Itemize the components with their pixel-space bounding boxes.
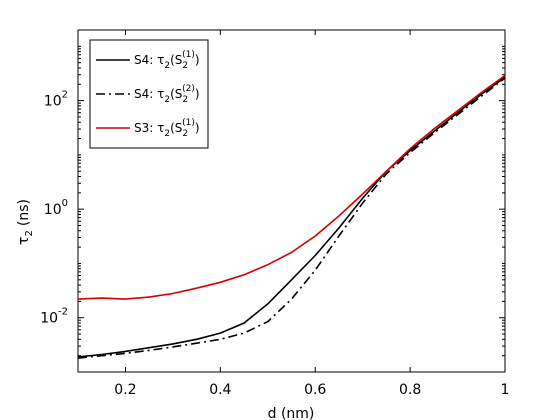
legend-entry: S3: τ2(S2(1)) <box>134 118 200 139</box>
svg-text:τ2(ns): τ2 (ns) <box>16 199 35 245</box>
y-tick-labels: 10-2 100 102 <box>40 90 68 327</box>
y-axis-label-symbol: τ <box>16 237 32 245</box>
x-tick-label: 0.4 <box>209 382 231 398</box>
legend: S4: τ2(S2(1)) S4: τ2(S2(2)) S3: τ2(S2(1)) <box>89 39 209 149</box>
y-tick-label: 10-2 <box>40 307 68 327</box>
legend-entry: S4: τ2(S2(1)) <box>134 50 200 71</box>
series-line-2 <box>77 77 506 359</box>
legend-entry: S4: τ2(S2(2)) <box>134 84 200 105</box>
y-axis-label: τ2 (ns) <box>16 199 35 245</box>
series-lines <box>77 74 506 359</box>
y-tick-label: 100 <box>44 198 68 218</box>
x-tick-label: 0.2 <box>114 382 136 398</box>
series-line-3 <box>77 74 506 300</box>
axis-ticks <box>78 29 506 373</box>
x-tick-label: 1 <box>501 382 510 398</box>
x-tick-labels: 0.2 0.4 0.6 0.8 1 <box>114 382 509 398</box>
y-tick-label: 102 <box>44 90 68 110</box>
series-line-1 <box>77 76 506 358</box>
x-tick-label: 0.8 <box>399 382 421 398</box>
y-axis-label-unit: (ns) <box>16 199 32 226</box>
x-tick-label: 0.6 <box>304 382 326 398</box>
x-axis-label: d (nm) <box>268 406 315 420</box>
y-axis-label-sub: 2 <box>24 230 35 236</box>
